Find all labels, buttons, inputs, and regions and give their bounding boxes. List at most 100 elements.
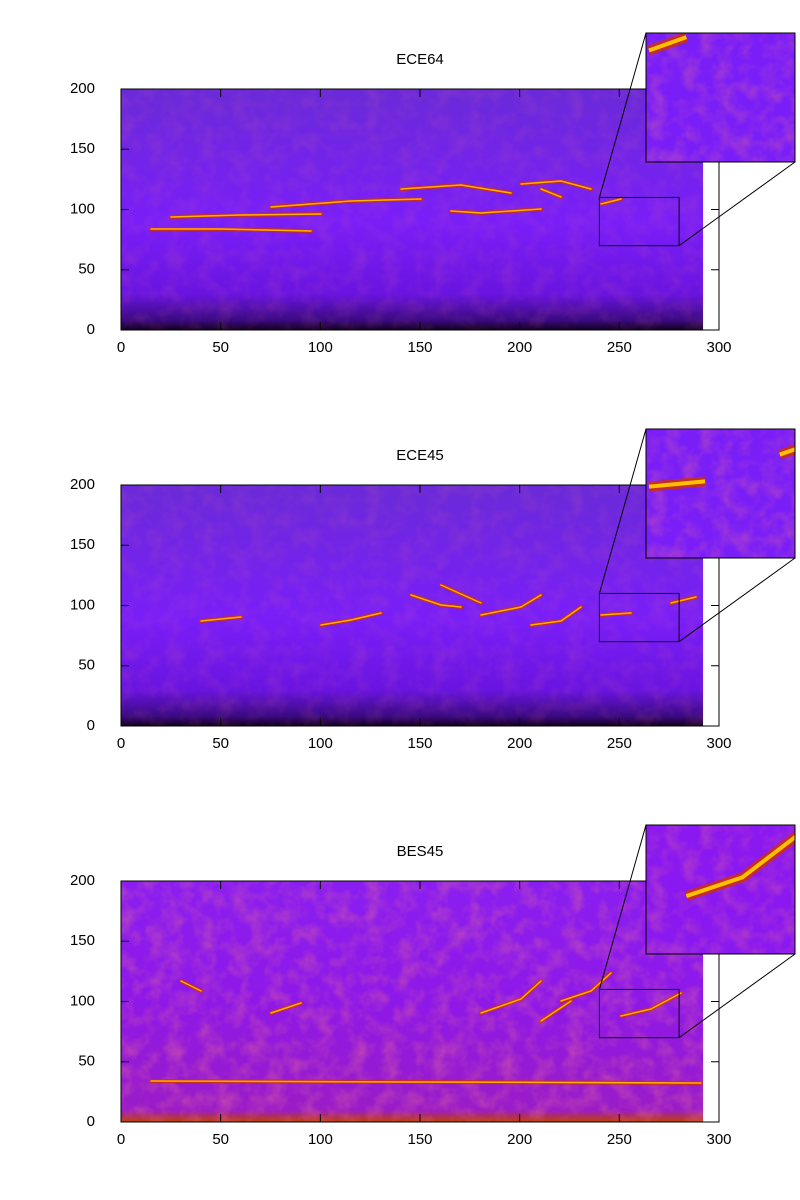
y-tick-label: 0 [87, 321, 95, 338]
panel: ECE45 0 50 100 150 200 250 300 0 50 100 150 200 [70, 428, 796, 752]
inset-streak-core [685, 834, 795, 898]
y-tick-label: 150 [70, 140, 95, 157]
streak-core [170, 213, 322, 218]
inset-streak [294, 433, 387, 465]
inset [294, 429, 795, 558]
inset-streak [499, 0, 630, 10]
zoom-box [598, 592, 680, 643]
streaks [199, 583, 698, 627]
streaks [149, 178, 623, 233]
inset-streak-core [275, 0, 481, 21]
streak-core [270, 1002, 302, 1014]
streak-core [150, 228, 312, 232]
zoom-connector [678, 161, 796, 247]
streak-core [530, 606, 582, 626]
x-tick-label: 200 [507, 339, 532, 356]
inset-streak-core [537, 10, 574, 31]
x-tick-label: 250 [607, 339, 632, 356]
x-tick-label: 50 [212, 1131, 229, 1148]
heatmap-texture [121, 89, 704, 330]
x-tick-label: 100 [308, 735, 333, 752]
texture [121, 89, 704, 330]
x-tick-label: 150 [407, 1131, 432, 1148]
x-tick-label: 200 [507, 735, 532, 752]
inset-streak [0, 77, 126, 85]
y-tick-label: 200 [70, 80, 95, 97]
y-tick-label: 0 [87, 1113, 95, 1130]
inset-streak-core [0, 117, 107, 122]
y-tick-label: 50 [78, 261, 95, 278]
y-tick-label: 100 [70, 992, 95, 1009]
chart-title: BES45 [397, 843, 444, 860]
inset-streak [537, 10, 574, 31]
texture [121, 881, 704, 1122]
x-tick-label: 0 [117, 735, 125, 752]
zoom-connector [598, 824, 647, 990]
x-tick-label: 150 [407, 339, 432, 356]
x-tick-label: 0 [117, 1131, 125, 1148]
inset-streak-core [0, 77, 126, 85]
chart-title: ECE64 [396, 51, 444, 68]
streak-core [440, 584, 482, 604]
streaks [149, 971, 703, 1085]
y-tick-label: 100 [70, 596, 95, 613]
streak-core [620, 992, 682, 1017]
streak-core [450, 208, 542, 214]
inset-texture [646, 33, 795, 162]
inset-streak-core [648, 479, 706, 489]
x-tick-label: 250 [607, 735, 632, 752]
streak-core [670, 596, 697, 604]
streak-core [320, 612, 382, 626]
inset [0, 0, 795, 162]
inset [646, 825, 795, 954]
inset-streak [0, 117, 107, 122]
inset-streak [369, 64, 537, 75]
x-tick-label: 0 [117, 339, 125, 356]
streak-core [200, 616, 242, 622]
streak-core [600, 612, 632, 616]
y-tick-label: 150 [70, 536, 95, 553]
y-tick-label: 0 [87, 717, 95, 734]
inset-streak-core [369, 64, 537, 75]
inset-frame [645, 824, 796, 955]
x-tick-label: 300 [706, 1131, 731, 1148]
inset-streak-core [294, 433, 387, 465]
x-tick-label: 150 [407, 735, 432, 752]
x-tick-label: 50 [212, 735, 229, 752]
streak-core [480, 980, 542, 1014]
heatmap-texture [121, 881, 704, 1122]
streak-core [540, 188, 562, 198]
streak-core [180, 980, 202, 992]
x-tick-label: 300 [706, 339, 731, 356]
streak-core [410, 594, 462, 608]
streak-core [270, 198, 422, 208]
streak-core [600, 198, 622, 205]
x-tick-label: 250 [607, 1131, 632, 1148]
inset-texture [646, 429, 795, 558]
y-tick-label: 200 [70, 476, 95, 493]
zoom-connector [678, 557, 796, 643]
streak-core [560, 972, 612, 1002]
y-tick-label: 150 [70, 932, 95, 949]
streak-core [400, 184, 512, 194]
zoom-box [598, 988, 680, 1039]
chart-title: ECE45 [396, 447, 444, 464]
panel: ECE64 0 50 100 150 200 250 300 0 50 100 150 200 [0, 0, 796, 356]
texture [121, 485, 704, 726]
zoom-connector [598, 32, 647, 198]
x-tick-label: 50 [212, 339, 229, 356]
inset-streak-core [499, 0, 630, 10]
inset-frame [645, 32, 796, 163]
panel: BES45 0 50 100 150 200 250 300 0 50 100 150 200 [70, 824, 796, 1148]
inset-streak-core [779, 447, 795, 457]
streak-core [540, 1000, 572, 1022]
y-tick-label: 100 [70, 200, 95, 217]
streak-core [480, 594, 542, 616]
inset-frame [645, 428, 796, 559]
inset-streak-core [32, 37, 312, 58]
inset-streak [275, 0, 481, 21]
heatmap-texture [121, 485, 704, 726]
zoom-connector [598, 428, 647, 594]
x-tick-label: 100 [308, 1131, 333, 1148]
